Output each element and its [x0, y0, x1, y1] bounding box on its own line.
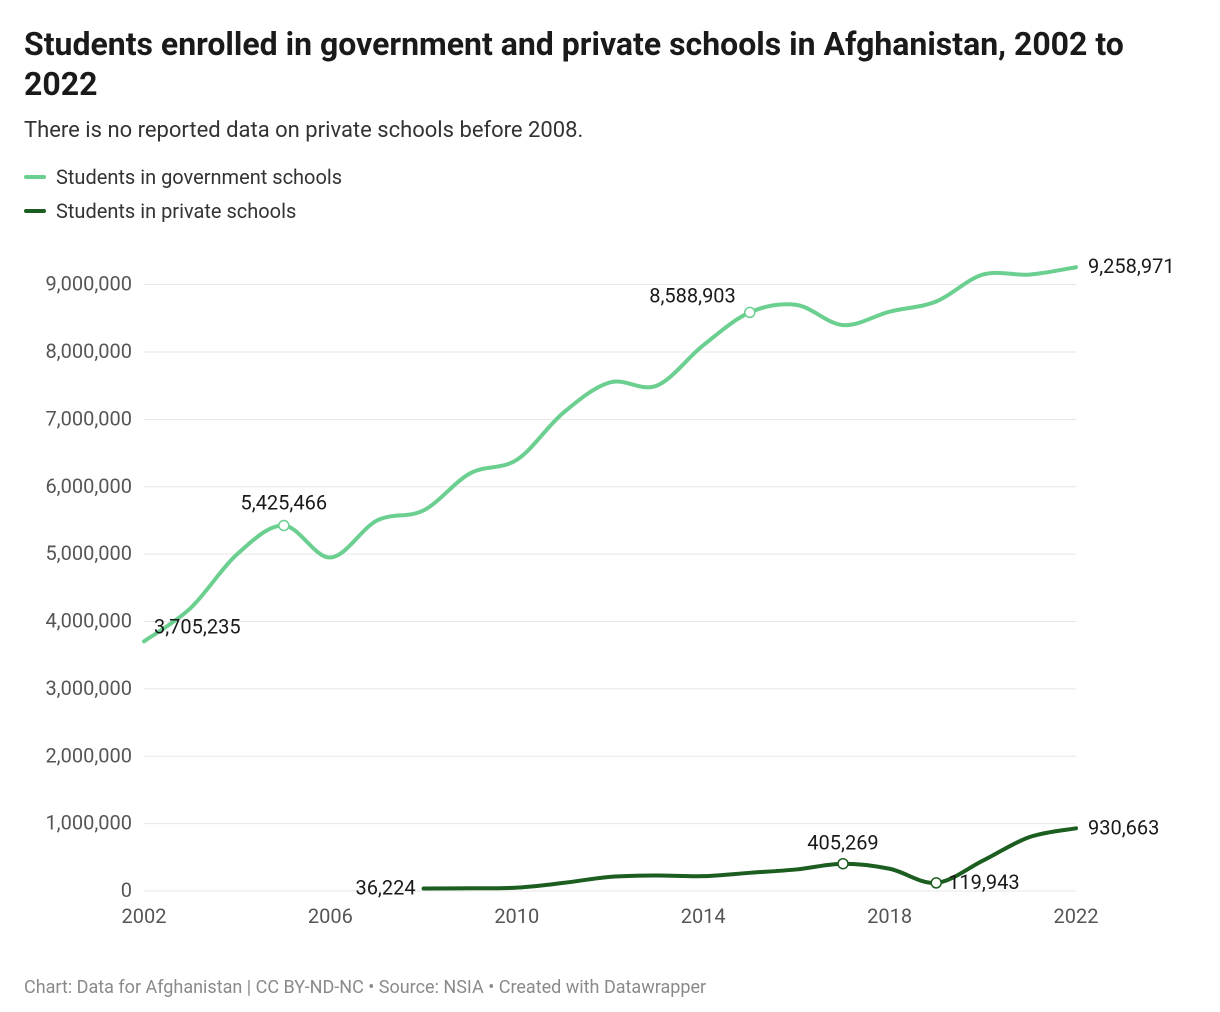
- svg-text:2,000,000: 2,000,000: [45, 743, 132, 767]
- svg-text:4,000,000: 4,000,000: [45, 609, 132, 633]
- data-label: 119,943: [948, 870, 1019, 894]
- legend-item-gov: Students in government schools: [24, 165, 1196, 189]
- svg-text:2014: 2014: [681, 904, 726, 928]
- svg-text:2002: 2002: [122, 904, 167, 928]
- legend-swatch-gov: [24, 175, 46, 179]
- data-marker: [745, 307, 755, 317]
- svg-text:1,000,000: 1,000,000: [45, 811, 132, 835]
- svg-text:8,000,000: 8,000,000: [45, 339, 132, 363]
- series-line-gov: [144, 267, 1076, 641]
- legend-label-gov: Students in government schools: [56, 165, 342, 189]
- chart-legend: Students in government schools Students …: [24, 165, 1196, 223]
- data-label: 8,588,903: [649, 283, 736, 307]
- data-marker: [279, 520, 289, 530]
- svg-text:2010: 2010: [494, 904, 539, 928]
- data-label: 3,705,235: [154, 614, 241, 638]
- svg-text:7,000,000: 7,000,000: [45, 406, 132, 430]
- svg-text:6,000,000: 6,000,000: [45, 474, 132, 498]
- svg-text:2022: 2022: [1054, 904, 1099, 928]
- legend-swatch-priv: [24, 209, 46, 213]
- svg-text:2006: 2006: [308, 904, 353, 928]
- legend-item-priv: Students in private schools: [24, 199, 1196, 223]
- data-marker: [931, 878, 941, 888]
- svg-text:0: 0: [121, 878, 132, 902]
- legend-label-priv: Students in private schools: [56, 199, 296, 223]
- chart-title: Students enrolled in government and priv…: [24, 24, 1196, 104]
- chart-container: Students enrolled in government and priv…: [0, 0, 1220, 1012]
- chart-subtitle: There is no reported data on private sch…: [24, 118, 1196, 143]
- data-label: 9,258,971: [1088, 254, 1175, 278]
- svg-text:3,000,000: 3,000,000: [45, 676, 132, 700]
- svg-text:5,000,000: 5,000,000: [45, 541, 132, 565]
- svg-text:2018: 2018: [867, 904, 912, 928]
- chart-footer: Chart: Data for Afghanistan | CC BY-ND-N…: [24, 977, 706, 998]
- line-chart-svg: 0 1,000,000 2,000,000 3,000,000 4,000,000 5,0…: [24, 241, 1196, 941]
- chart-plot-area: 0 1,000,000 2,000,000 3,000,000 4,000,000 5,0…: [24, 241, 1196, 941]
- svg-text:9,000,000: 9,000,000: [45, 272, 132, 296]
- data-label: 36,224: [355, 876, 415, 900]
- data-label: 5,425,466: [241, 490, 328, 514]
- data-label: 930,663: [1088, 815, 1159, 839]
- data-marker: [838, 859, 848, 869]
- data-label: 405,269: [807, 831, 878, 855]
